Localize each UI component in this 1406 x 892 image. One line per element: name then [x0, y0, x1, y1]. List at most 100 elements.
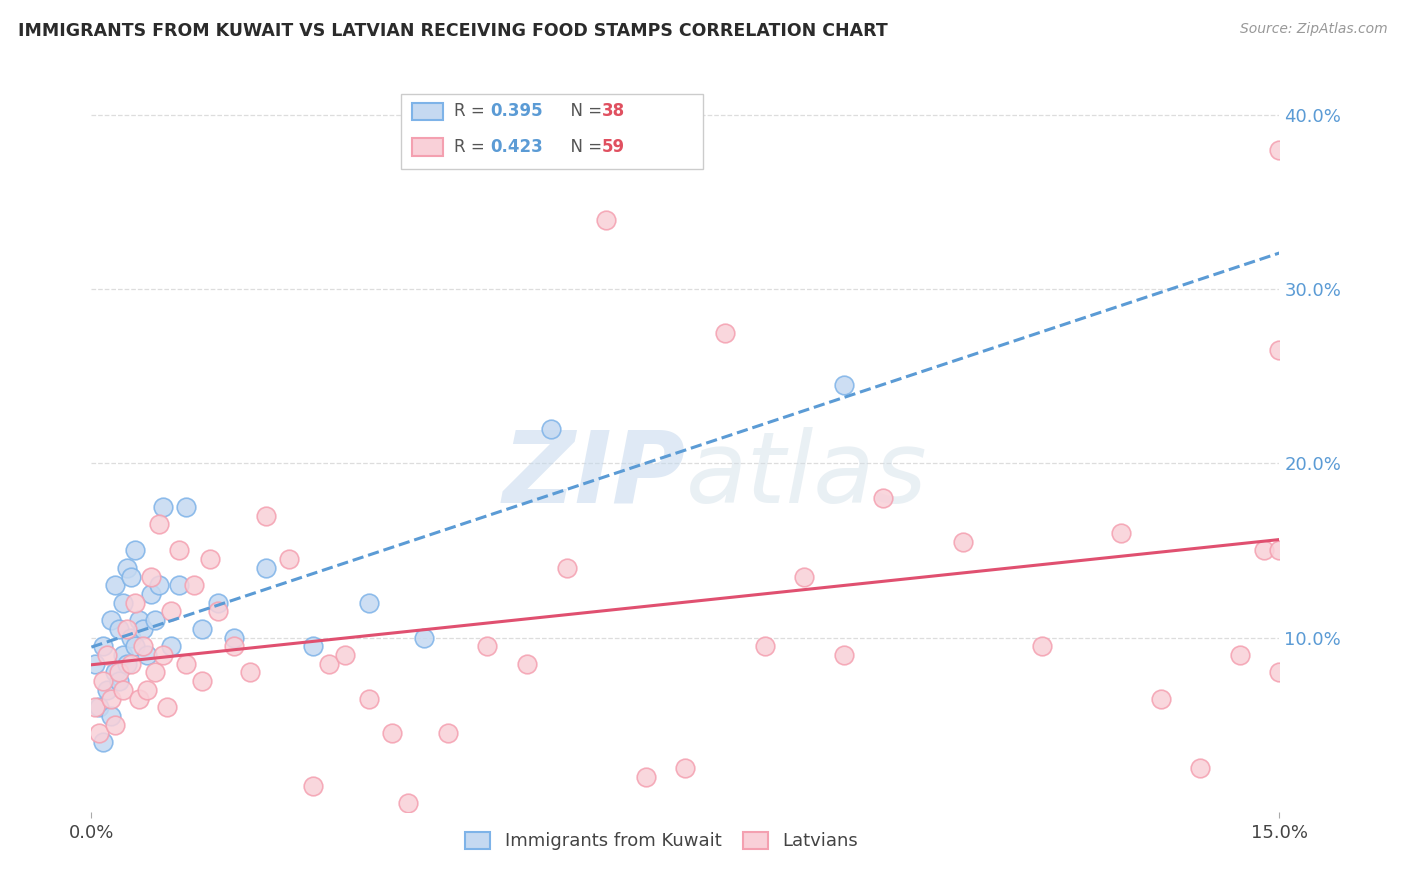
- Point: [1109, 526, 1132, 541]
- Point: [634, 770, 657, 784]
- Point: [302, 640, 325, 654]
- Point: [333, 648, 356, 662]
- Point: [516, 657, 538, 671]
- Point: [239, 665, 262, 680]
- Point: [952, 534, 974, 549]
- Point: [124, 640, 146, 654]
- Point: [128, 613, 150, 627]
- Point: [112, 682, 135, 697]
- Text: IMMIGRANTS FROM KUWAIT VS LATVIAN RECEIVING FOOD STAMPS CORRELATION CHART: IMMIGRANTS FROM KUWAIT VS LATVIAN RECEIV…: [18, 22, 889, 40]
- Point: [156, 700, 179, 714]
- Point: [278, 552, 301, 566]
- Point: [254, 508, 277, 523]
- Point: [148, 517, 170, 532]
- Point: [115, 622, 138, 636]
- Point: [132, 622, 155, 636]
- Point: [143, 613, 166, 627]
- Point: [191, 674, 214, 689]
- Point: [108, 665, 131, 680]
- Point: [104, 717, 127, 731]
- Point: [436, 726, 458, 740]
- Point: [159, 640, 181, 654]
- Point: [222, 640, 245, 654]
- Point: [555, 561, 578, 575]
- Text: 38: 38: [602, 103, 624, 120]
- Point: [135, 682, 157, 697]
- Text: 0.395: 0.395: [491, 103, 543, 120]
- Point: [84, 657, 107, 671]
- Legend: Immigrants from Kuwait, Latvians: Immigrants from Kuwait, Latvians: [457, 824, 866, 857]
- Point: [1229, 648, 1251, 662]
- Point: [100, 691, 122, 706]
- Point: [104, 578, 127, 592]
- Text: Source: ZipAtlas.com: Source: ZipAtlas.com: [1240, 22, 1388, 37]
- Point: [139, 569, 162, 583]
- Point: [357, 596, 380, 610]
- Point: [793, 569, 815, 583]
- Point: [96, 648, 118, 662]
- Point: [1268, 343, 1291, 358]
- Point: [91, 735, 114, 749]
- Point: [148, 578, 170, 592]
- Point: [176, 500, 198, 514]
- Point: [128, 691, 150, 706]
- Point: [176, 657, 198, 671]
- Point: [302, 779, 325, 793]
- Point: [91, 640, 114, 654]
- Point: [159, 604, 181, 618]
- Text: 59: 59: [602, 138, 624, 156]
- Point: [152, 648, 174, 662]
- Text: N =: N =: [560, 138, 607, 156]
- Text: ZIP: ZIP: [502, 426, 685, 524]
- Point: [207, 604, 229, 618]
- Point: [120, 569, 142, 583]
- Point: [381, 726, 404, 740]
- Point: [152, 500, 174, 514]
- Point: [139, 587, 162, 601]
- Point: [124, 596, 146, 610]
- Point: [112, 648, 135, 662]
- Point: [832, 648, 855, 662]
- Point: [167, 578, 190, 592]
- Point: [84, 700, 107, 714]
- Point: [714, 326, 737, 340]
- Point: [112, 596, 135, 610]
- Point: [115, 657, 138, 671]
- Point: [540, 421, 562, 435]
- Point: [254, 561, 277, 575]
- Point: [167, 543, 190, 558]
- Point: [318, 657, 340, 671]
- Point: [1253, 543, 1275, 558]
- Point: [108, 674, 131, 689]
- Point: [89, 700, 111, 714]
- Point: [872, 491, 894, 506]
- Point: [673, 761, 696, 775]
- Point: [124, 543, 146, 558]
- Point: [1268, 665, 1291, 680]
- Text: 0.423: 0.423: [491, 138, 544, 156]
- Text: N =: N =: [560, 103, 607, 120]
- Point: [1189, 761, 1212, 775]
- Point: [477, 640, 499, 654]
- Point: [207, 596, 229, 610]
- Point: [1268, 143, 1291, 157]
- Point: [198, 552, 221, 566]
- Point: [191, 622, 214, 636]
- Point: [100, 613, 122, 627]
- Text: R =: R =: [454, 103, 491, 120]
- Point: [108, 622, 131, 636]
- Point: [1268, 543, 1291, 558]
- Point: [120, 631, 142, 645]
- Point: [100, 709, 122, 723]
- Point: [183, 578, 205, 592]
- Point: [115, 561, 138, 575]
- Point: [89, 726, 111, 740]
- Point: [120, 657, 142, 671]
- Point: [595, 212, 617, 227]
- Point: [132, 640, 155, 654]
- Point: [357, 691, 380, 706]
- Point: [96, 682, 118, 697]
- Point: [143, 665, 166, 680]
- Point: [135, 648, 157, 662]
- Point: [396, 796, 419, 810]
